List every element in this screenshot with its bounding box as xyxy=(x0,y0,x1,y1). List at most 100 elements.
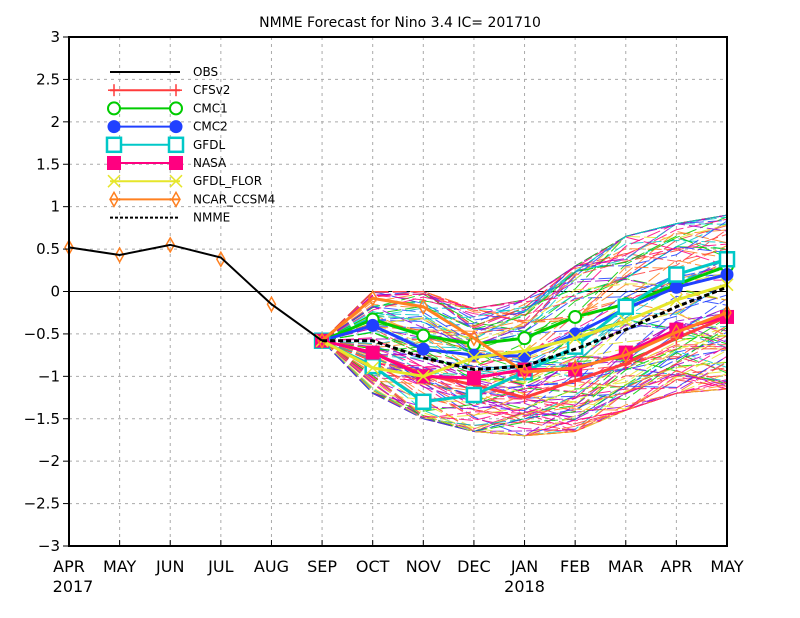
ensemble-member-line xyxy=(321,340,728,432)
data-point-gfdl-flor xyxy=(619,314,633,328)
series-obs xyxy=(68,243,323,342)
legend-item-nasa: NASA xyxy=(107,156,227,170)
ensemble-member-line xyxy=(321,340,728,416)
y-tick-label: −2.5 xyxy=(24,495,60,513)
data-point-cmc1 xyxy=(517,331,532,346)
legend-label: NMME xyxy=(193,211,230,225)
ensemble-member-line xyxy=(321,214,728,342)
y-tick-label: 0.5 xyxy=(36,240,60,258)
legend-item-cmc2: CMC2 xyxy=(107,120,228,134)
x-tick-label: FEB xyxy=(560,557,590,576)
series-line-obs xyxy=(68,243,323,342)
legend-label: OBS xyxy=(193,65,218,79)
y-tick-label: −1.5 xyxy=(24,410,60,428)
y-tick-label: 2.5 xyxy=(36,70,60,88)
legend-marker xyxy=(107,120,121,134)
data-point-gfdl-flor xyxy=(568,331,582,345)
x-tick-label: JUL xyxy=(207,557,233,576)
legend-marker xyxy=(169,174,183,188)
x-tick-label: JUN xyxy=(155,557,184,576)
ensemble-member-line xyxy=(321,280,728,397)
x-year-label: 2017 xyxy=(53,577,94,596)
legend-item-gfdl-flor: GFDL_FLOR xyxy=(107,174,262,188)
x-tick-label: SEP xyxy=(307,557,337,576)
x-tick-label: DEC xyxy=(457,557,491,576)
data-point-gfdl-flor xyxy=(416,369,430,383)
data-point-cmc2 xyxy=(416,342,430,356)
data-point-ncar-ccsm4 xyxy=(418,298,429,316)
legend-label: NASA xyxy=(193,156,227,170)
ensemble-member-line xyxy=(321,340,728,410)
ensemble-member-line xyxy=(321,259,728,353)
legend-item-nmme: NMME xyxy=(110,211,230,225)
x-tick-label: APR xyxy=(661,557,693,576)
legend-marker xyxy=(169,156,183,170)
data-point-gfdl xyxy=(415,393,432,411)
y-tick-label: −2 xyxy=(38,452,60,470)
ensemble-member-line xyxy=(321,248,728,342)
ensemble-member-line xyxy=(321,327,728,412)
data-point-cmc2 xyxy=(669,280,683,294)
data-point-gfdl-flor xyxy=(366,361,380,375)
y-tick-label: −3 xyxy=(38,537,60,555)
legend-marker xyxy=(169,101,183,116)
legend-marker xyxy=(169,120,183,134)
data-point-ncar-ccsm4 xyxy=(165,236,176,254)
y-tick-label: 1 xyxy=(50,198,60,216)
ensemble-member-line xyxy=(321,340,728,412)
series-nmme xyxy=(322,285,728,372)
y-tick-label: −0.5 xyxy=(24,325,60,343)
ensemble-member-line xyxy=(321,229,728,342)
ensemble-member-line xyxy=(321,214,728,342)
data-point-ncar-ccsm4 xyxy=(671,323,682,341)
axes: 3 2.5 2 1.5 1 0.5 0 −0.5 −1 −1.5 −2 −2.5 −3 APR MAY JUN… xyxy=(24,28,744,596)
x-tick-label: MAR xyxy=(608,557,644,576)
series-line-nmme xyxy=(322,285,728,372)
ensemble-member-line xyxy=(321,237,728,342)
data-point-cfsv2 xyxy=(569,374,582,387)
ensemble-member-line xyxy=(321,340,728,422)
data-point-cmc1 xyxy=(416,328,431,343)
legend-marker xyxy=(107,174,121,188)
ensemble-member-line xyxy=(321,319,728,381)
data-point-ncar-ccsm4 xyxy=(114,246,125,264)
ensemble-member-line xyxy=(321,339,728,399)
data-point-nasa xyxy=(466,371,481,386)
data-point-gfdl-flor xyxy=(669,293,683,307)
legend-item-gfdl: GFDL xyxy=(105,136,225,154)
y-tick-label: 2 xyxy=(50,113,60,131)
data-point-ncar-ccsm4 xyxy=(570,359,581,377)
legend-item-cfsv2: CFSv2 xyxy=(108,83,230,97)
legend: OBS CFSv2 CMC1 CMC2 GFDL NASA GFDL_FLOR NCAR_CC… xyxy=(105,65,275,225)
data-point-cfsv2 xyxy=(518,391,531,404)
ensemble-member-line xyxy=(321,246,728,342)
legend-label: NCAR_CCSM4 xyxy=(193,192,275,206)
ensemble-member-line xyxy=(321,340,728,390)
ensemble-member-line xyxy=(321,214,728,346)
legend-marker xyxy=(108,84,120,97)
x-tick-label: NOV xyxy=(406,557,441,576)
ensemble-member-line xyxy=(321,331,728,385)
legend-label: GFDL xyxy=(193,138,225,152)
data-point-ncar-ccsm4 xyxy=(519,363,530,381)
ensemble-member-line xyxy=(321,223,728,342)
data-point-gfdl-flor xyxy=(518,344,532,358)
legend-marker xyxy=(167,136,185,154)
legend-marker xyxy=(107,156,121,170)
legend-marker xyxy=(109,190,119,208)
ensemble-member-line xyxy=(321,340,728,416)
legend-marker xyxy=(170,84,182,97)
data-point-gfdl xyxy=(617,298,635,316)
data-point-ncar-ccsm4 xyxy=(469,329,479,347)
series-gfdl-flor xyxy=(315,278,734,383)
x-tick-label: APR xyxy=(53,557,85,576)
legend-label: CMC1 xyxy=(193,101,228,115)
data-point-cmc1 xyxy=(568,309,583,324)
chart-title: NMME Forecast for Nino 3.4 IC= 201710 xyxy=(259,15,541,31)
legend-item-ncar-ccsm4: NCAR_CCSM4 xyxy=(109,190,275,208)
legend-label: CFSv2 xyxy=(193,83,230,97)
legend-marker xyxy=(107,101,121,116)
series-ncar-ccsm4 xyxy=(64,236,732,381)
legend-item-obs: OBS xyxy=(110,65,218,79)
